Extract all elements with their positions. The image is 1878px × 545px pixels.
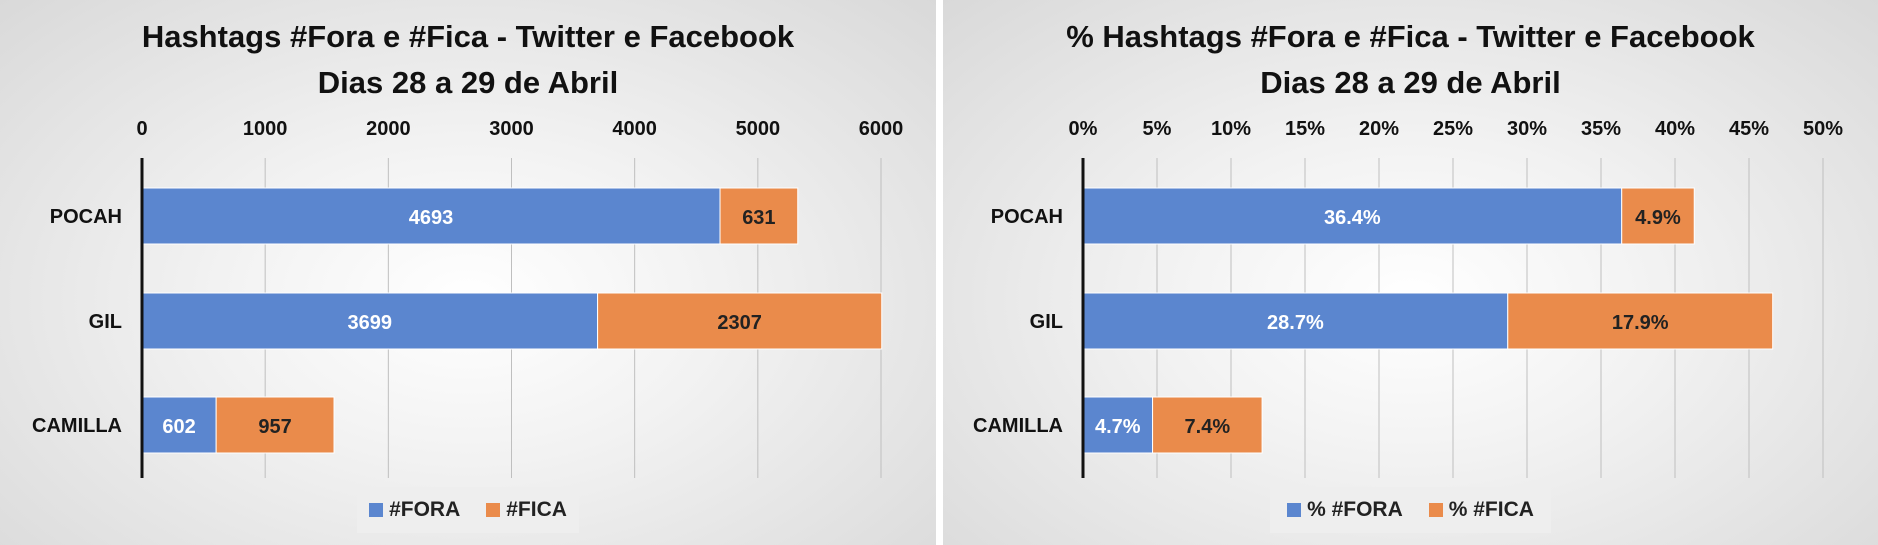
bar-fica (597, 292, 883, 350)
data-label: 957 (258, 416, 291, 438)
legend-swatch-fora (369, 503, 384, 517)
x-tick-label: 25% (1433, 118, 1473, 140)
data-label: 17.9% (1612, 312, 1669, 334)
chart-title-line-1: % Hashtags #Fora e #Fica - Twitter e Fac… (1066, 19, 1755, 54)
x-tick-label: 45% (1729, 118, 1769, 140)
bar-fora (141, 292, 599, 350)
data-label: 3699 (348, 312, 393, 334)
legend-swatch-fora (1287, 503, 1302, 517)
bar-fora (141, 396, 217, 454)
category-label: CAMILLA (973, 415, 1063, 437)
x-tick-label: 1000 (243, 118, 288, 140)
legend-label-fora: #FORA (389, 498, 461, 521)
bar-fica (215, 396, 335, 454)
category-label: GIL (89, 311, 122, 333)
bar-fica (1621, 187, 1695, 245)
x-tick-label: 5000 (736, 118, 781, 140)
x-tick-label: 6000 (859, 118, 904, 140)
bar-fora (1082, 187, 1623, 245)
bar-fora (1082, 292, 1509, 350)
bar-fica (719, 187, 799, 245)
x-tick-label: 2000 (366, 118, 411, 140)
data-label: 602 (162, 416, 195, 438)
x-tick-label: 40% (1655, 118, 1695, 140)
legend-item-fora: #FORA (369, 498, 460, 522)
legend-item-fica: #FICA (486, 498, 567, 522)
chart-title-line-2: Dias 28 a 29 de Abril (317, 65, 619, 100)
x-tick-label: 30% (1507, 118, 1547, 140)
legend-item-fica: % #FICA (1428, 498, 1534, 522)
chart-title: % Hashtags #Fora e #Fica - Twitter e Fac… (943, 14, 1878, 106)
legend-swatch-fica (486, 503, 501, 517)
category-label: GIL (1030, 311, 1063, 333)
x-tick-label: 5% (1143, 118, 1172, 140)
bar-fica (1507, 292, 1774, 350)
legend-label-fica: #FICA (506, 498, 567, 521)
x-tick-label: 35% (1581, 118, 1621, 140)
data-label: 631 (742, 207, 775, 229)
x-tick-label: 0% (1069, 118, 1098, 140)
chart-legend: % #FORA % #FICA (1270, 487, 1551, 533)
data-label: 28.7% (1267, 312, 1324, 334)
legend-label-fica: % #FICA (1448, 498, 1534, 521)
x-tick-label: 3000 (489, 118, 534, 140)
panel-divider (936, 0, 943, 545)
chart-title: Hashtags #Fora e #Fica - Twitter e Faceb… (0, 14, 936, 106)
chart-legend: #FORA #FICA (357, 487, 579, 533)
x-tick-label: 20% (1359, 118, 1399, 140)
legend-swatch-fica (1428, 503, 1443, 517)
category-label: CAMILLA (32, 415, 122, 437)
x-tick-label: 10% (1211, 118, 1251, 140)
data-label: 4.9% (1635, 207, 1681, 229)
data-label: 7.4% (1185, 416, 1231, 438)
legend-label-fora: % #FORA (1307, 498, 1403, 521)
x-tick-label: 0 (136, 118, 147, 140)
bar-fora (141, 187, 721, 245)
bar-fora (1082, 396, 1154, 454)
category-label: POCAH (991, 206, 1063, 228)
legend-item-fora: % #FORA (1287, 498, 1403, 522)
data-label: 4.7% (1095, 416, 1141, 438)
data-label: 4693 (409, 207, 454, 229)
data-label: 2307 (717, 312, 762, 334)
chart-panel-percent: % Hashtags #Fora e #Fica - Twitter e Fac… (943, 0, 1878, 545)
chart-title-line-2: Dias 28 a 29 de Abril (1260, 65, 1561, 100)
chart-panel-counts: Hashtags #Fora e #Fica - Twitter e Faceb… (0, 0, 936, 545)
chart-title-line-1: Hashtags #Fora e #Fica - Twitter e Faceb… (141, 19, 795, 54)
chart-plot-area: 0% 5% 10% 15% 20% 25% 30% 35% 40% 45% 50% 36.4% 4.9%… (973, 118, 1843, 478)
category-label: POCAH (50, 206, 122, 228)
x-tick-label: 15% (1285, 118, 1325, 140)
chart-plot-area: 0 1000 2000 3000 4000 5000 6000 4693 631 POCAH 369… (32, 118, 904, 478)
data-label: 36.4% (1324, 207, 1381, 229)
bar-fica (1152, 396, 1263, 454)
x-tick-label: 4000 (612, 118, 657, 140)
x-tick-label: 50% (1803, 118, 1843, 140)
